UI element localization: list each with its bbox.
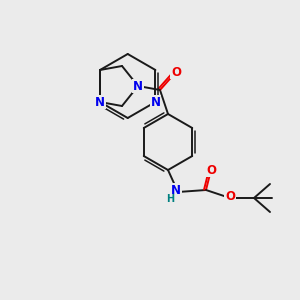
Text: O: O	[206, 164, 216, 176]
Text: H: H	[166, 194, 174, 204]
Text: O: O	[225, 190, 235, 203]
Text: O: O	[171, 65, 181, 79]
Text: N: N	[171, 184, 181, 196]
Text: N: N	[150, 95, 161, 109]
Text: N: N	[133, 80, 143, 92]
Text: N: N	[95, 95, 105, 109]
